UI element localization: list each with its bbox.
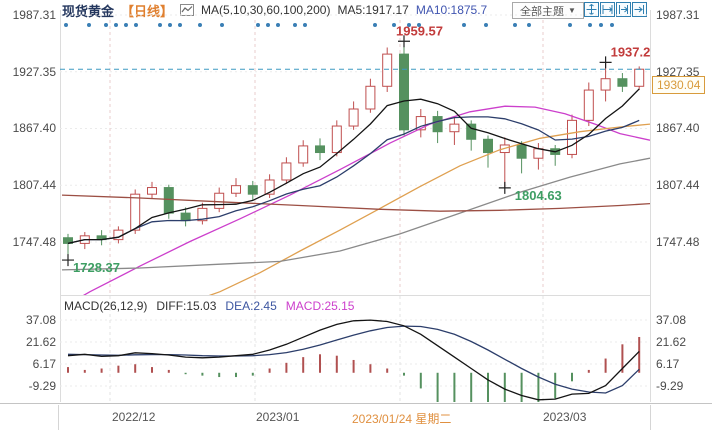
axis-tick-label: -9.29 xyxy=(656,379,684,393)
axis-tick-label: 1747.48 xyxy=(656,235,700,249)
pane-left-border xyxy=(60,10,61,402)
axis-tick-label: 1867.40 xyxy=(656,121,700,135)
date-label: 2022/12 xyxy=(112,410,156,424)
axis-tick-label: 37.08 xyxy=(656,313,687,327)
jump-to-latest-icon[interactable] xyxy=(632,2,647,17)
last-price-badge: 1930.04 xyxy=(652,76,706,94)
ma5-line xyxy=(67,88,640,245)
date-bar-separator xyxy=(650,405,651,430)
main-chart-canvas[interactable]: 1728.37 1959.57 1804.63 1937.27 xyxy=(60,10,650,295)
candles-group xyxy=(63,41,645,261)
macd-macd-value: MACD:25.15 xyxy=(285,299,355,313)
price-cross-marker xyxy=(398,35,410,48)
macd-header: MACD(26,12,9) DIFF:15.03 DEA:2.45 MACD:2… xyxy=(64,299,354,313)
price-annotation: 1959.57 xyxy=(396,23,443,38)
price-cross-marker xyxy=(498,181,511,194)
date-label-selected: 2023/01/24 星期二 xyxy=(352,412,452,426)
macd-params-label[interactable]: MACD(26,12,9) xyxy=(64,299,148,313)
axis-tick-label: -9.29 xyxy=(28,379,56,393)
ma-indicator-icon[interactable] xyxy=(180,4,195,16)
ma200-line xyxy=(61,194,650,212)
ma10-value: MA10:1875.7 xyxy=(415,3,488,17)
ma5-value: MA5:1917.17 xyxy=(337,3,409,17)
move-crosshair-icon[interactable] xyxy=(584,2,599,17)
pane-right-border xyxy=(650,10,651,402)
macd-dea-value: DEA:2.45 xyxy=(225,299,277,313)
fit-range-icon[interactable] xyxy=(600,2,615,17)
ma60-line xyxy=(208,123,650,295)
price-annotation: 1804.63 xyxy=(515,188,562,203)
axis-tick-label: 1807.44 xyxy=(656,178,700,192)
macd-chart-canvas[interactable] xyxy=(60,296,650,402)
axis-tick-label: 6.17 xyxy=(32,357,56,371)
axis-tick-label: 6.17 xyxy=(656,357,680,371)
diff-line xyxy=(67,319,640,401)
axis-tick-label: 1747.48 xyxy=(12,235,56,249)
axis-tick-label: 1927.35 xyxy=(12,65,56,79)
ma100-line xyxy=(61,157,650,271)
event-dots-row[interactable] xyxy=(64,23,614,27)
axis-tick-label: 1927.35 xyxy=(656,65,700,79)
ma30-line xyxy=(82,105,650,295)
date-bar-separator xyxy=(58,405,59,430)
price-cross-marker xyxy=(62,254,74,267)
price-cross-marker xyxy=(599,56,612,69)
price-annotation: 1728.37 xyxy=(73,260,120,275)
price-axis-right: 1987.31 1927.35 1867.40 1807.44 1747.48 37.08… xyxy=(656,0,712,430)
price-axis-left: 1987.31 1927.35 1867.40 1807.44 1747.48 37.08… xyxy=(0,0,56,430)
pane-divider xyxy=(60,295,650,296)
axis-tick-label: 21.62 xyxy=(25,335,56,349)
date-label: 2023/01 xyxy=(256,410,300,424)
axis-tick-label: 1807.44 xyxy=(12,178,56,192)
shift-right-icon[interactable] xyxy=(616,2,631,17)
dea-line xyxy=(67,325,640,394)
date-label: 2023/03 xyxy=(543,410,587,424)
axis-tick-label: 1987.31 xyxy=(656,8,700,22)
ma10-line xyxy=(67,116,640,245)
axis-tick-label: 37.08 xyxy=(25,313,56,327)
ma-settings-label[interactable]: MA(5,10,30,60,100,200) xyxy=(201,3,331,17)
macd-diff-value: DIFF:15.03 xyxy=(156,299,217,313)
axis-tick-label: 21.62 xyxy=(656,335,687,349)
price-annotation: 1937.27 xyxy=(611,44,650,59)
axis-tick-label: 1987.31 xyxy=(12,8,56,22)
chevron-down-icon: ▼ xyxy=(568,6,576,15)
axis-tick-label: 1867.40 xyxy=(12,121,56,135)
macd-histogram xyxy=(67,336,641,402)
